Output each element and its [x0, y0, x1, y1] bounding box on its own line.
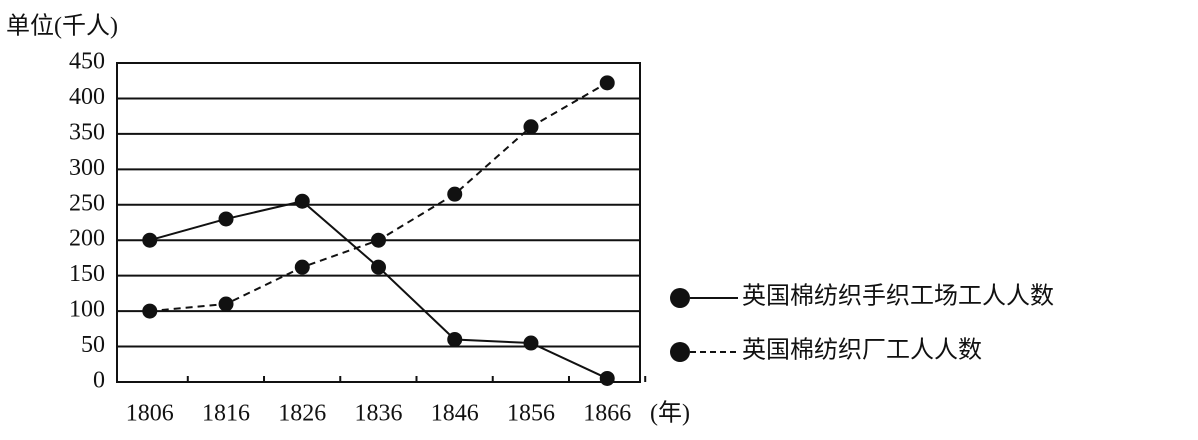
data-point [294, 259, 310, 275]
x-tick-label: 1826 [278, 401, 326, 427]
legend-marker [670, 342, 690, 362]
series-line [149, 81, 608, 313]
y-tick-label: 250 [69, 190, 105, 216]
data-point [142, 232, 158, 248]
x-tick-label: 1816 [202, 401, 250, 427]
y-tick-label: 200 [69, 226, 105, 252]
y-tick-label: 50 [81, 332, 105, 358]
data-point [523, 119, 539, 135]
y-tick-label: 400 [69, 84, 105, 110]
data-point [142, 303, 158, 319]
data-point [447, 186, 463, 202]
x-tick-label: 1856 [507, 401, 555, 427]
legend-label: 英国棉纺织手织工场工人人数 [742, 283, 1054, 310]
legend-marker [670, 288, 690, 308]
y-tick-label: 450 [69, 49, 105, 75]
x-tick-label: 1846 [431, 401, 479, 427]
x-tick-label: 1866 [583, 401, 631, 427]
series-line [149, 200, 608, 380]
data-point [294, 193, 310, 209]
data-point [523, 335, 539, 351]
x-axis-label: (年) [650, 400, 690, 427]
data-point [218, 296, 234, 312]
data-point [447, 331, 463, 347]
y-tick-label: 300 [69, 155, 105, 181]
data-point [371, 232, 386, 248]
y-tick-label: 100 [69, 297, 105, 323]
data-point [218, 211, 234, 227]
y-tick-label: 350 [69, 119, 105, 145]
x-tick-label: 1806 [126, 401, 174, 427]
legend-label: 英国棉纺织厂工人人数 [742, 337, 982, 364]
data-point [599, 370, 615, 386]
y-tick-label: 150 [69, 261, 105, 287]
y-axis-label: 单位(千人) [6, 13, 118, 40]
plot-frame [116, 62, 641, 383]
data-point [371, 259, 386, 275]
x-tick-label: 1836 [355, 401, 403, 427]
y-tick-label: 0 [93, 368, 105, 394]
data-point [599, 75, 615, 91]
